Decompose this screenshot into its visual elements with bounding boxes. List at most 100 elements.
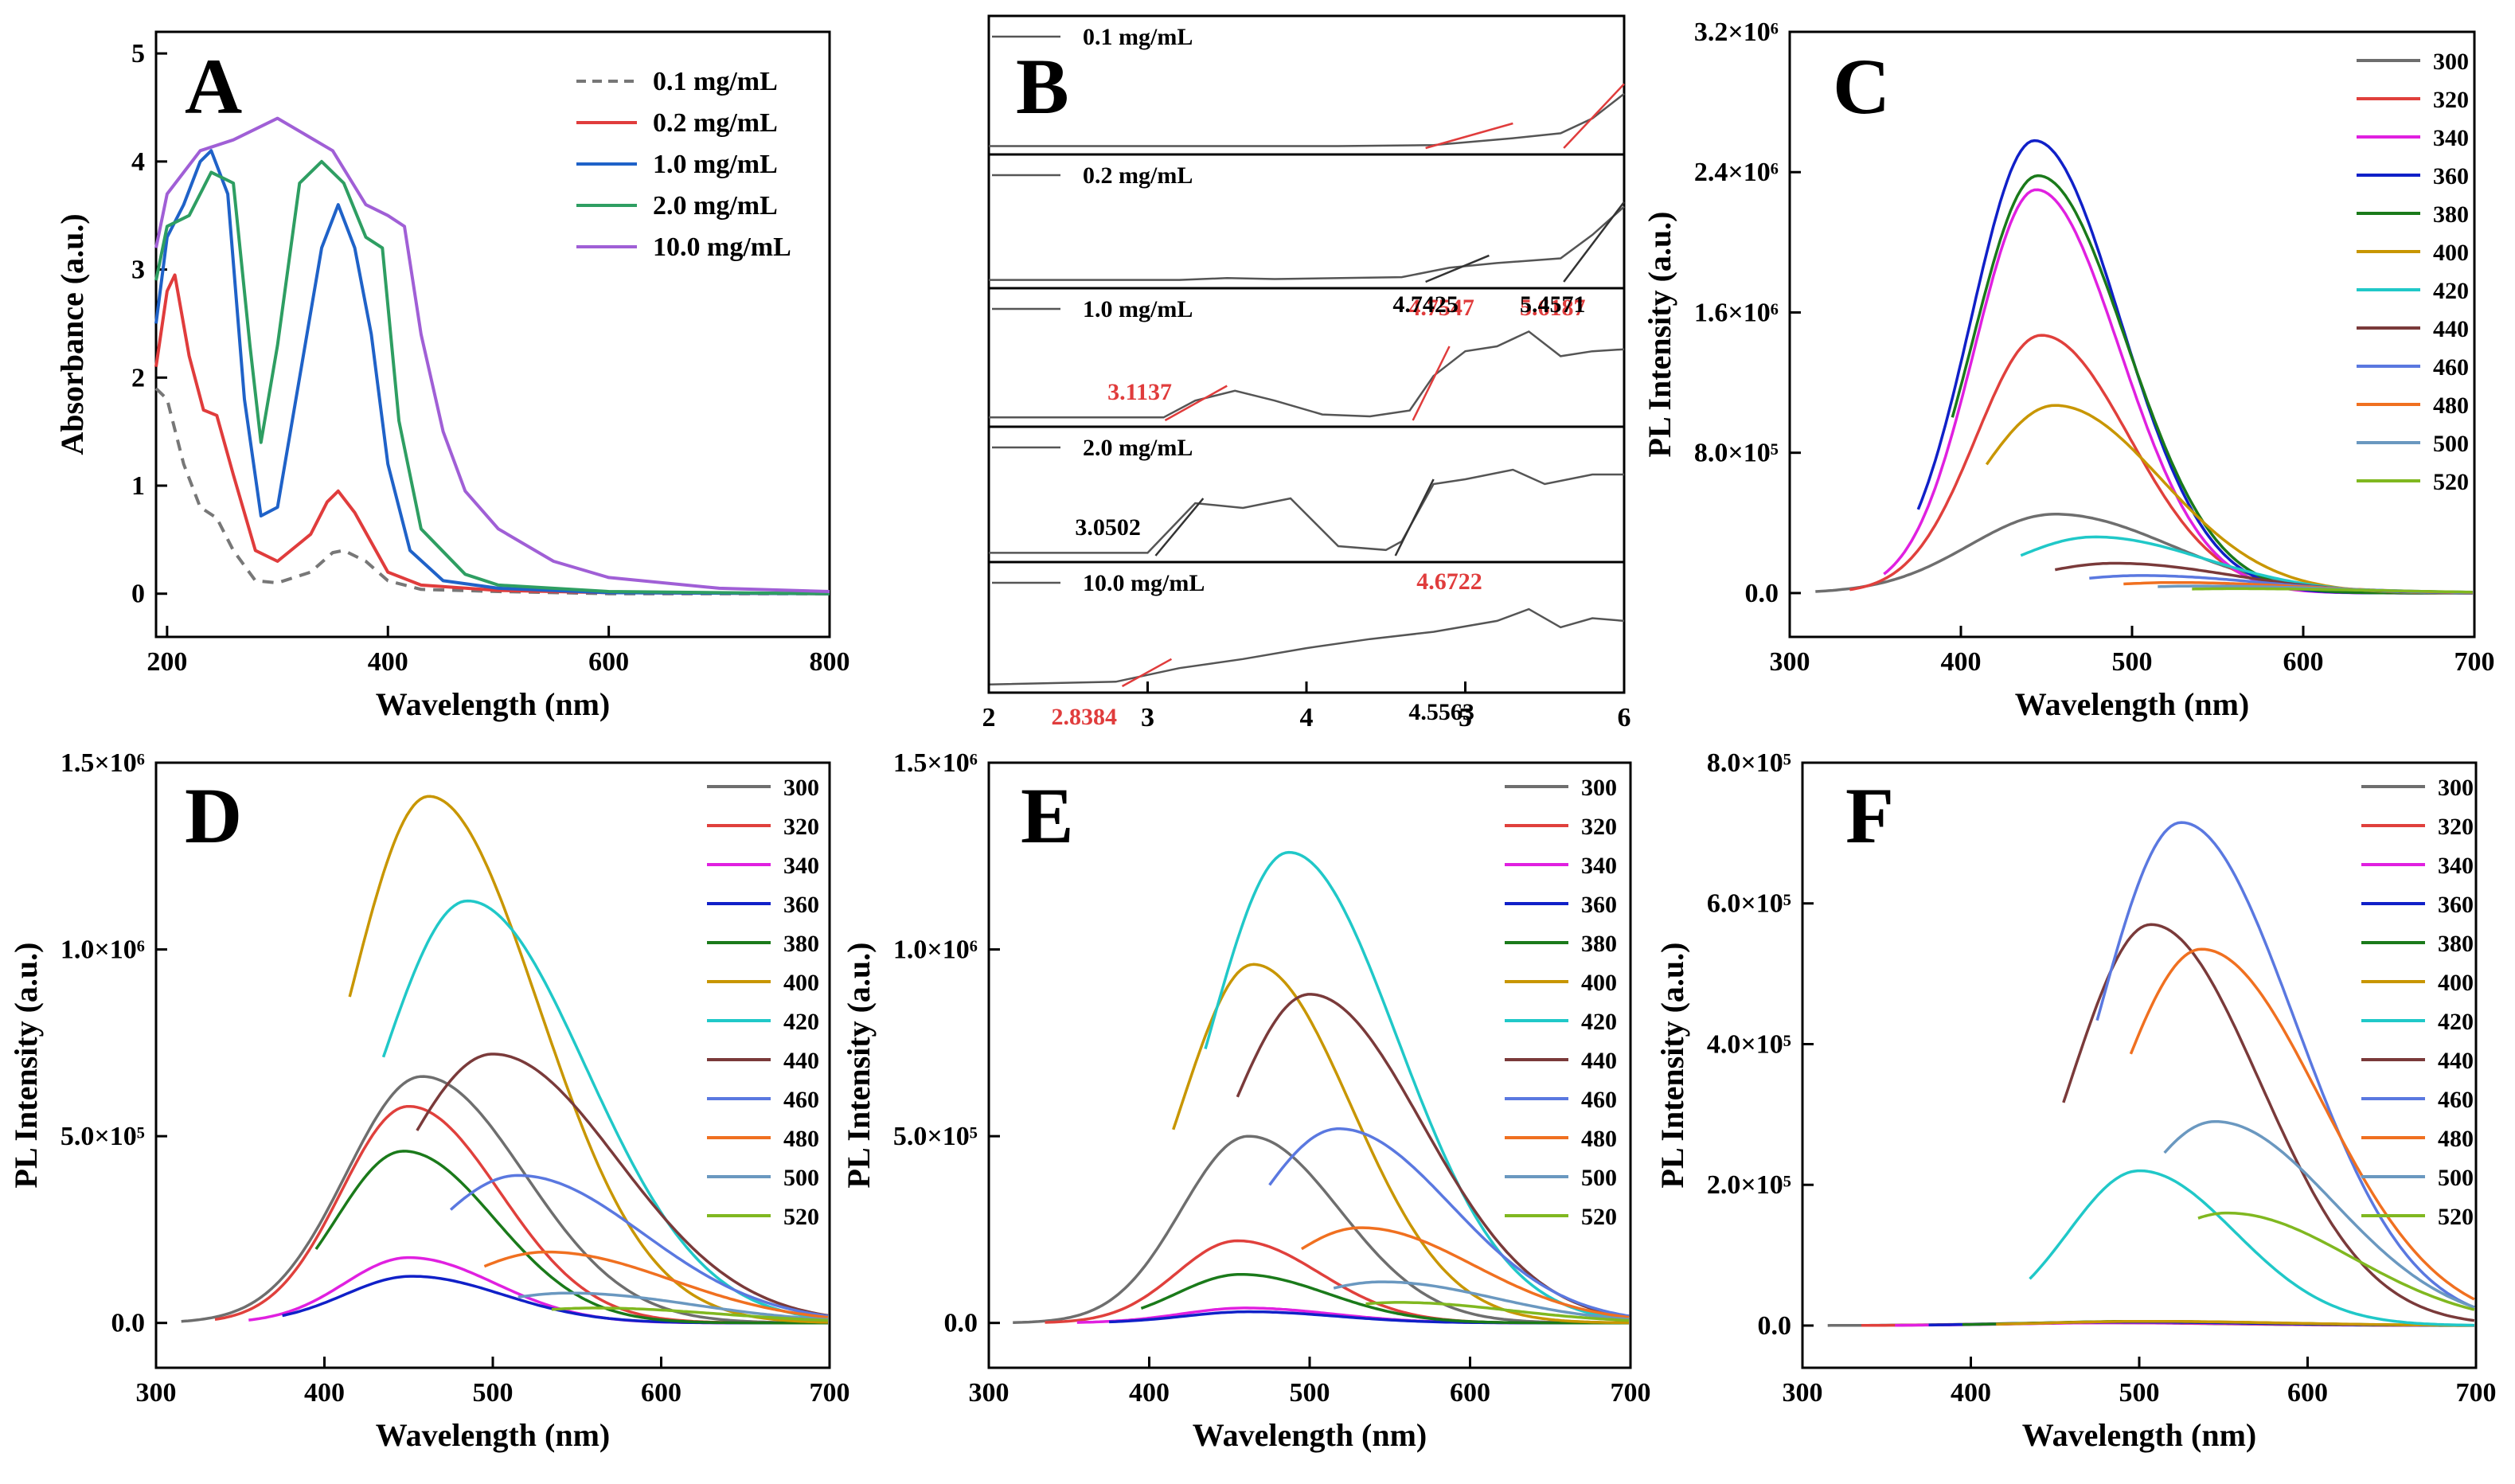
panel-d: 300 400 500 600 700 0.0 5.0×10⁵ 1.0×10⁶ 1.5×10⁶ W…	[8, 748, 850, 1453]
series-line-520	[551, 1306, 828, 1322]
y-tick-label: 4.0×10⁵	[1707, 1029, 1791, 1059]
legend-label: 400	[2438, 970, 2474, 996]
series-line-440	[1236, 993, 1630, 1319]
x-axis-title: Wavelength (nm)	[376, 686, 610, 722]
series-line-500	[2163, 1119, 2475, 1309]
annotation-label: 3.0502	[1075, 514, 1141, 541]
legend-label: 420	[2438, 1009, 2474, 1035]
legend-label: 300	[2433, 49, 2469, 75]
subpanel-curve	[989, 468, 1624, 554]
x-tick-label: 200	[146, 647, 187, 677]
y-tick-label: 3	[131, 256, 145, 285]
series-line-520	[2192, 587, 2473, 594]
series-line-10.0 mg/mL	[154, 116, 830, 593]
y-tick-label: 1.0×10⁶	[893, 935, 978, 965]
legend-label: 300	[783, 775, 819, 801]
x-tick-label: 600	[588, 647, 629, 677]
y-tick-label: 0.0	[1758, 1311, 1792, 1341]
series-line-500	[1333, 1280, 1630, 1321]
y-tick-label: 1.5×10⁶	[61, 748, 145, 778]
x-tick-label: 300	[1770, 647, 1810, 677]
legend-label: 520	[1581, 1204, 1617, 1230]
legend-label: 500	[2438, 1165, 2474, 1191]
x-tick-label: 700	[1611, 1378, 1651, 1408]
legend-label: 360	[2438, 892, 2474, 918]
x-tick-label: 600	[641, 1378, 681, 1408]
annotation-label: 4.5563	[1408, 699, 1474, 725]
panel-c: 300 400 500 600 700 0.0 8.0×10⁵ 1.6×10⁶ 2.4×10⁶ 3…	[1642, 18, 2495, 722]
x-tick-label: 600	[1450, 1378, 1490, 1408]
legend-label: 380	[2438, 931, 2474, 957]
y-tick-label: 1.0×10⁶	[61, 935, 145, 965]
series-line-520	[1365, 1301, 1630, 1322]
x-tick-label: 4	[1300, 703, 1314, 732]
series-line-460	[2095, 821, 2475, 1309]
legend-label: 520	[783, 1204, 819, 1230]
x-tick-label: 300	[969, 1378, 1010, 1408]
legend-label: 460	[1581, 1087, 1617, 1113]
legend-label: 440	[1581, 1048, 1617, 1074]
y-axis-title: PL Intensity (a.u.)	[841, 943, 877, 1189]
annotation-label: 2.8384	[1051, 704, 1117, 730]
legend-label: 480	[783, 1126, 819, 1152]
panel-letter-a: A	[185, 42, 242, 131]
series-line-460	[1268, 1127, 1630, 1318]
tangent-line	[1394, 478, 1435, 556]
legend-label: 400	[783, 970, 819, 996]
annotation-label: 4.7425	[1392, 291, 1459, 318]
y-tick-label: 0	[131, 580, 145, 609]
series-line-400	[1996, 1319, 2474, 1327]
subpanel-curve	[988, 607, 1625, 685]
y-tick-label: 0.0	[1745, 579, 1779, 608]
x-tick-label: 400	[1951, 1378, 1991, 1408]
x-tick-label: 600	[2283, 647, 2324, 677]
legend-label: 380	[783, 931, 819, 957]
legend-label: 440	[2438, 1048, 2474, 1074]
subpanel-label: 0.1 mg/mL	[1083, 24, 1193, 50]
legend-label: 360	[783, 892, 819, 918]
panel-letter-d: D	[185, 771, 242, 860]
legend-label: 420	[1581, 1009, 1617, 1035]
series-line-460	[449, 1174, 829, 1318]
legend-label: 380	[2433, 201, 2469, 228]
panel-letter-b: B	[1016, 42, 1069, 131]
y-tick-label: 2	[131, 363, 145, 392]
legend-label: 320	[783, 814, 819, 840]
y-tick-label: 0.0	[111, 1309, 146, 1338]
annotation-label: 4.6722	[1416, 568, 1482, 595]
legend-label: 480	[2438, 1126, 2474, 1152]
x-tick-label: 500	[1290, 1378, 1330, 1408]
legend-label: 400	[1581, 970, 1617, 996]
y-tick-label: 4	[131, 147, 145, 177]
y-tick-label: 5.0×10⁵	[61, 1122, 145, 1151]
legend-label: 360	[1581, 892, 1617, 918]
series-line-480	[483, 1250, 829, 1319]
x-tick-label: 500	[2112, 647, 2153, 677]
tangent-line	[1412, 346, 1451, 421]
series-line-2.0 mg/mL	[154, 159, 830, 596]
series-line-420	[1204, 850, 1630, 1322]
x-tick-label: 300	[136, 1378, 177, 1408]
x-tick-label: 400	[304, 1378, 345, 1408]
tangent-line	[1121, 658, 1173, 688]
legend-label: 480	[2433, 392, 2469, 419]
y-axis-title: PL Intensity (a.u.)	[1642, 212, 1677, 458]
x-tick-label: 6	[1618, 703, 1631, 732]
annotation-label: 4.7547	[1408, 295, 1474, 321]
legend-label: 320	[1581, 814, 1617, 840]
x-tick-label: 400	[1129, 1378, 1170, 1408]
series-line-1.0 mg/mL	[154, 149, 830, 596]
legend-label: 0.1 mg/mL	[653, 67, 778, 96]
series-line-420	[2029, 1169, 2474, 1327]
series-line-300	[181, 1075, 828, 1325]
x-tick-label: 300	[1783, 1378, 1823, 1408]
panel-f: 300 400 500 600 700 0.0 2.0×10⁵ 4.0×10⁵ 6.0×10⁵ 8…	[1654, 748, 2497, 1453]
legend-label: 420	[783, 1009, 819, 1035]
x-tick-label: 5	[1459, 703, 1472, 732]
legend-label: 500	[2433, 431, 2469, 457]
y-axis-title: Absorbance (a.u.)	[54, 213, 90, 455]
x-axis-title: Wavelength (nm)	[376, 1417, 610, 1453]
legend-label: 480	[1581, 1126, 1617, 1152]
legend-label: 420	[2433, 278, 2469, 304]
